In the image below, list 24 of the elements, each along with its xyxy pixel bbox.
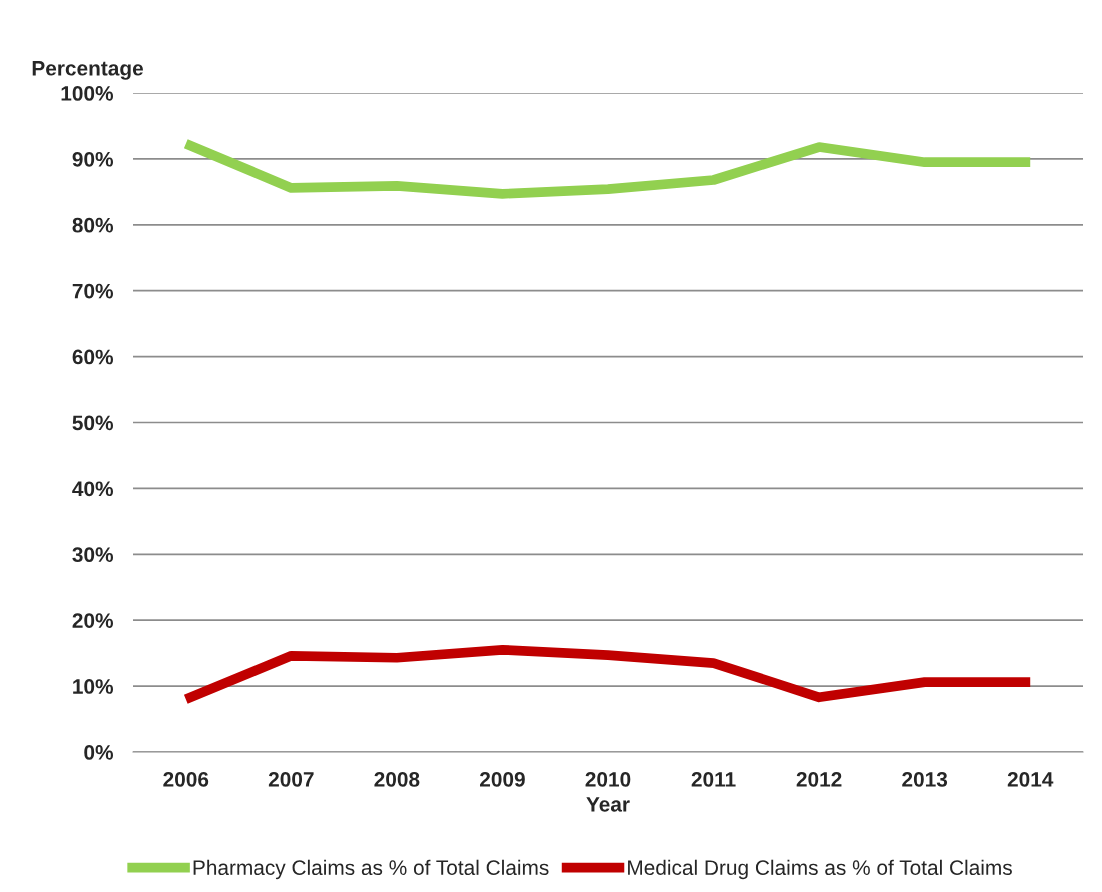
x-tick-label: 2008 (374, 771, 420, 787)
x-tick-label: 2013 (902, 771, 948, 787)
x-tick-label: 2007 (268, 771, 314, 787)
y-tick-label: 10% (73, 679, 114, 694)
y-tick-label: 40% (72, 481, 114, 497)
y-tick-label: 20% (72, 613, 114, 628)
y-tick-label: 100% (61, 86, 114, 101)
legend-label: Pharmacy Claims as % of Total Claims (193, 859, 549, 880)
x-tick-label: 2009 (480, 771, 525, 787)
y-tick-label: 90% (72, 151, 114, 167)
x-tick-label: 2010 (585, 771, 631, 787)
y-tick-label: 60% (72, 349, 114, 365)
y-tick-label: 80% (72, 217, 114, 233)
legend-label: Medical Drug Claims as % of Total Claims (628, 859, 1012, 880)
y-tick-label: 70% (72, 283, 114, 299)
x-tick-label: 2012 (796, 771, 842, 787)
y-tick-label: 0% (84, 745, 114, 760)
x-tick-label: 2006 (163, 771, 209, 787)
x-axis-title: Year (586, 797, 630, 812)
x-tick-label: 2011 (691, 771, 736, 787)
y-tick-label: 50% (72, 415, 114, 431)
x-tick-label: 2014 (1007, 771, 1054, 787)
y-axis-title: Percentage (32, 61, 143, 80)
y-tick-label: 30% (72, 547, 114, 563)
